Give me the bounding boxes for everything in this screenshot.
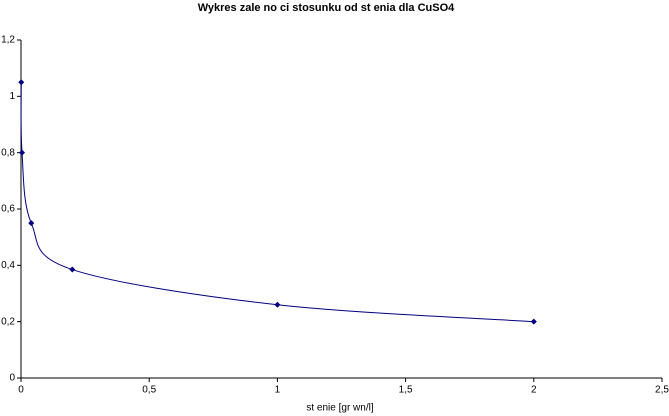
y-tick-label: 1,2 <box>1 35 15 46</box>
data-point <box>69 266 76 273</box>
x-tick-label: 0,5 <box>142 385 156 396</box>
x-tick-label: 2,5 <box>655 385 669 396</box>
x-axis-label: st enie [gr wn/l] <box>306 403 373 414</box>
x-tick-label: 2 <box>531 385 537 396</box>
x-tick-label: 0 <box>18 385 24 396</box>
data-point <box>28 220 35 227</box>
y-tick-label: 0,6 <box>1 204 15 215</box>
data-point <box>530 318 537 325</box>
y-tick-label: 0,2 <box>1 316 15 327</box>
x-tick-label: 1 <box>275 385 281 396</box>
y-tick-label: 0 <box>9 373 15 384</box>
y-tick-label: 0,4 <box>1 260 15 271</box>
y-tick-label: 1 <box>9 91 15 102</box>
chart-title: Wykres zale no ci stosunku od st enia dl… <box>198 2 455 14</box>
data-point <box>18 79 25 86</box>
y-tick-label: 0,8 <box>1 147 15 158</box>
x-tick-label: 1,5 <box>399 385 413 396</box>
data-point <box>274 301 281 308</box>
data-point <box>19 149 26 156</box>
series-line <box>20 82 534 323</box>
